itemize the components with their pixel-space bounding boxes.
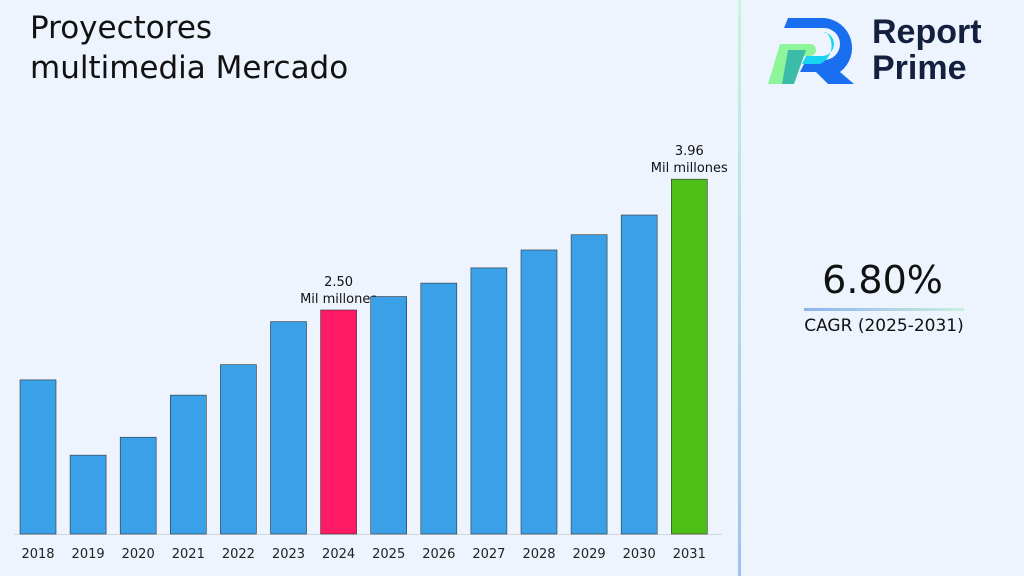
x-tick-label: 2029: [573, 547, 606, 562]
bar-chart: 2018 2019 2020 2021 2022 2023 2024 2.50 Mil mill…: [14, 144, 728, 562]
x-tick-label: 2025: [372, 547, 405, 562]
chart-title: Proyectores multimedia Mercado: [30, 10, 349, 86]
data-label-value: 3.96: [675, 144, 704, 159]
cagr-underline: [804, 308, 964, 311]
x-tick-label: 2027: [472, 547, 505, 562]
data-label-unit: Mil millones: [651, 161, 728, 176]
divider: [738, 0, 741, 576]
x-tick-label: 2026: [422, 547, 455, 562]
x-tick-label: 2018: [21, 547, 54, 562]
bar-2019: [69, 454, 107, 535]
x-tick-label: 2019: [72, 547, 105, 562]
x-tick-label: 2031: [673, 547, 706, 562]
bar-2027: [470, 267, 508, 535]
bar-2018: [19, 379, 57, 535]
x-tick-label: 2023: [272, 547, 305, 562]
x-tick-label: 2028: [522, 547, 555, 562]
bar-2030: [620, 214, 658, 535]
cagr-value: 6.80%: [822, 258, 943, 302]
x-tick-label: 2024: [322, 547, 355, 562]
bar-2021: [170, 394, 207, 535]
x-tick-label: 2021: [172, 547, 205, 562]
report-prime-logo-icon: [768, 18, 854, 84]
bar-2029: [570, 234, 608, 535]
x-tick-label: 2022: [222, 547, 255, 562]
x-tick-label: 2030: [623, 547, 656, 562]
data-label-unit: Mil millones: [300, 292, 377, 307]
bar-2026: [420, 282, 458, 535]
logo-text: Report Prime: [872, 13, 982, 87]
bar-2024: [320, 309, 357, 535]
bar-2028: [520, 249, 558, 535]
bar-2023: [270, 321, 307, 535]
bar-2025: [370, 296, 408, 535]
bar-2020: [119, 436, 157, 535]
data-label-value: 2.50: [324, 275, 353, 290]
x-tick-label: 2020: [122, 547, 155, 562]
bar-2031: [670, 178, 708, 535]
cagr-label: CAGR (2025-2031): [804, 316, 964, 336]
bar-2022: [220, 364, 257, 535]
